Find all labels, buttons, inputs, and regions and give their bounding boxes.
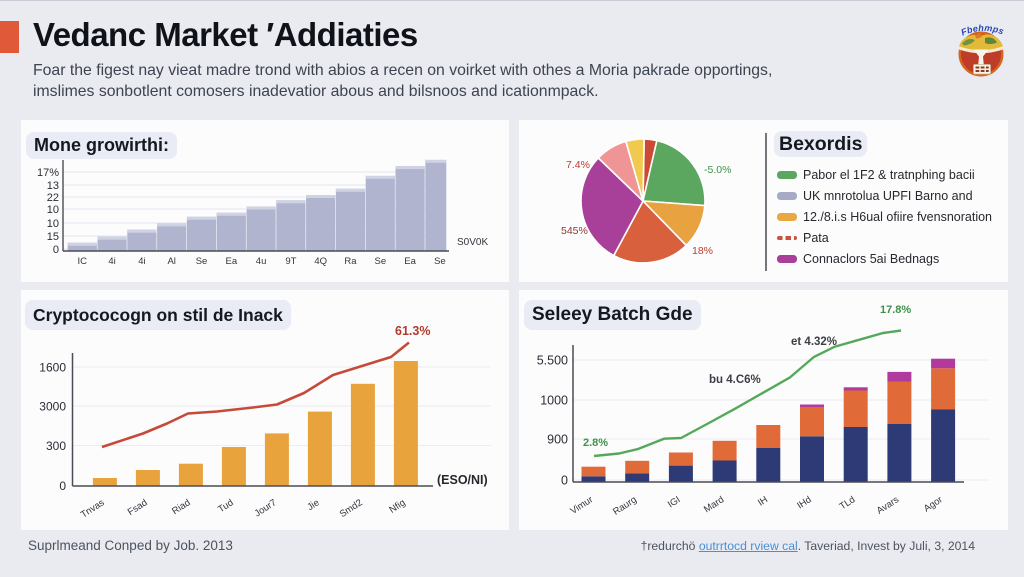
- svg-text:4u: 4u: [256, 256, 267, 267]
- svg-text:IHd: IHd: [795, 494, 813, 511]
- svg-text:Nfig: Nfig: [387, 497, 407, 515]
- svg-text:Raurg: Raurg: [611, 494, 639, 517]
- svg-text:0: 0: [53, 244, 59, 256]
- svg-text:Se: Se: [374, 256, 386, 267]
- svg-text:1000: 1000: [540, 394, 568, 408]
- svg-text:Avars: Avars: [875, 494, 901, 516]
- svg-text:10: 10: [47, 218, 59, 230]
- svg-text:Mard: Mard: [702, 494, 726, 515]
- svg-text:17.8%: 17.8%: [880, 304, 911, 316]
- svg-text:IGI: IGI: [666, 494, 683, 510]
- svg-text:Tud: Tud: [216, 497, 235, 515]
- svg-text:Se: Se: [434, 256, 446, 267]
- svg-text:2.8%: 2.8%: [583, 437, 608, 449]
- svg-text:22: 22: [47, 192, 59, 204]
- svg-text:Vimur: Vimur: [568, 494, 595, 517]
- svg-text:1600: 1600: [39, 361, 66, 375]
- svg-text:13: 13: [47, 180, 59, 192]
- svg-text:IH: IH: [756, 494, 770, 508]
- svg-text:0: 0: [59, 479, 66, 493]
- svg-text:Ea: Ea: [225, 256, 237, 267]
- svg-text:18%: 18%: [692, 245, 713, 257]
- svg-text:bu 4.C6%: bu 4.C6%: [709, 374, 761, 386]
- svg-text:0: 0: [561, 474, 568, 488]
- svg-text:545%: 545%: [561, 225, 588, 237]
- svg-text:et 4.32%: et 4.32%: [791, 336, 837, 348]
- svg-text:300: 300: [46, 439, 66, 453]
- svg-text:3000: 3000: [39, 400, 66, 414]
- svg-text:IC: IC: [78, 256, 88, 267]
- svg-text:5.500: 5.500: [537, 354, 568, 368]
- svg-text:Tnvas: Tnvas: [79, 497, 107, 520]
- svg-text:Riad: Riad: [170, 497, 192, 517]
- svg-text:4Q: 4Q: [314, 256, 327, 267]
- svg-text:7.4%: 7.4%: [566, 159, 590, 171]
- svg-text:Ea: Ea: [404, 256, 416, 267]
- svg-text:900: 900: [547, 433, 568, 447]
- svg-text:61.3%: 61.3%: [395, 324, 430, 338]
- svg-text:Al: Al: [167, 256, 175, 267]
- svg-text:9T: 9T: [285, 256, 296, 267]
- svg-text:4i: 4i: [138, 256, 145, 267]
- svg-text:Se: Se: [196, 256, 208, 267]
- svg-text:Fsad: Fsad: [126, 497, 150, 518]
- svg-text:Jie: Jie: [305, 497, 321, 513]
- svg-text:10: 10: [47, 204, 59, 216]
- svg-text:(ESO/NI): (ESO/NI): [437, 473, 488, 487]
- svg-text:17%: 17%: [37, 167, 59, 179]
- svg-text:4i: 4i: [108, 256, 115, 267]
- svg-text:S0V0K: S0V0K: [457, 237, 488, 248]
- svg-text:Ra: Ra: [344, 256, 357, 267]
- svg-text:15: 15: [47, 231, 59, 243]
- svg-text:Jour7: Jour7: [253, 497, 279, 519]
- svg-text:Agor: Agor: [922, 494, 945, 514]
- svg-text:-5.0%: -5.0%: [704, 164, 731, 176]
- svg-text:TLd: TLd: [838, 494, 858, 512]
- svg-text:Smd2: Smd2: [338, 497, 365, 520]
- svg-text:Fbehmps: Fbehmps: [960, 23, 1006, 38]
